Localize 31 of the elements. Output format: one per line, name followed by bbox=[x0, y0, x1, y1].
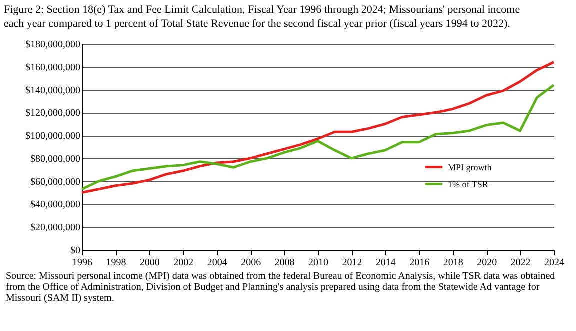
x-tick-label: 1996 bbox=[72, 258, 92, 268]
line-series bbox=[80, 84, 556, 191]
y-tick-label: $140,000,000 bbox=[26, 85, 80, 96]
y-tick-label: $100,000,000 bbox=[26, 131, 80, 142]
x-tick-label: 2006 bbox=[241, 258, 262, 268]
x-tick-label: 2014 bbox=[376, 258, 396, 268]
x-tick-label: 2002 bbox=[174, 258, 194, 268]
x-tick-label: 2008 bbox=[274, 258, 295, 268]
x-tick-label: 2018 bbox=[443, 258, 464, 268]
line-series bbox=[80, 61, 556, 194]
y-tick-label: $160,000,000 bbox=[26, 62, 80, 74]
x-tick-label: 1998 bbox=[106, 258, 126, 268]
y-tick-label: $80,000,000 bbox=[30, 154, 80, 165]
chart-title: Figure 2: Section 18(e) Tax and Fee Limit Calculation, Fiscal Year 1996 through 2024; Missourians' personal income each year compared to 1 percent of Total State Revenue for the second fiscal year prior (fiscal years 1994 to 2022). bbox=[4, 4, 520, 30]
y-tick-label: $0 bbox=[70, 246, 80, 256]
source-note: Source: Missouri personal income (MPI) data was obtained from the federal Bureau of Economic Analysis, while TSR data was obtained from the Office of Administration, Division of Budget and Planning's analysis prepared using data from the Statewide Ad vantage for Missouri (SAM II) system. bbox=[6, 271, 556, 304]
x-tick-label: 2022 bbox=[510, 258, 531, 268]
x-tick-label: 2020 bbox=[477, 258, 498, 268]
x-tick-label: 2012 bbox=[342, 258, 362, 268]
x-tick-label: 2000 bbox=[140, 258, 160, 268]
y-tick-label: $60,000,000 bbox=[30, 176, 80, 188]
y-tick-label: $120,000,000 bbox=[26, 108, 80, 120]
y-tick-label: $20,000,000 bbox=[30, 222, 80, 234]
x-tick-label: 2024 bbox=[544, 258, 564, 268]
x-tick-label: 2004 bbox=[207, 258, 228, 268]
legend-label: 1% of TSR bbox=[448, 179, 488, 190]
x-tick-label: 2010 bbox=[308, 258, 328, 268]
y-tick-label: $180,000,000 bbox=[26, 40, 80, 50]
legend-label: MPI growth bbox=[448, 162, 492, 172]
y-tick-label: $40,000,000 bbox=[30, 200, 80, 211]
x-tick-label: 2016 bbox=[410, 258, 430, 268]
